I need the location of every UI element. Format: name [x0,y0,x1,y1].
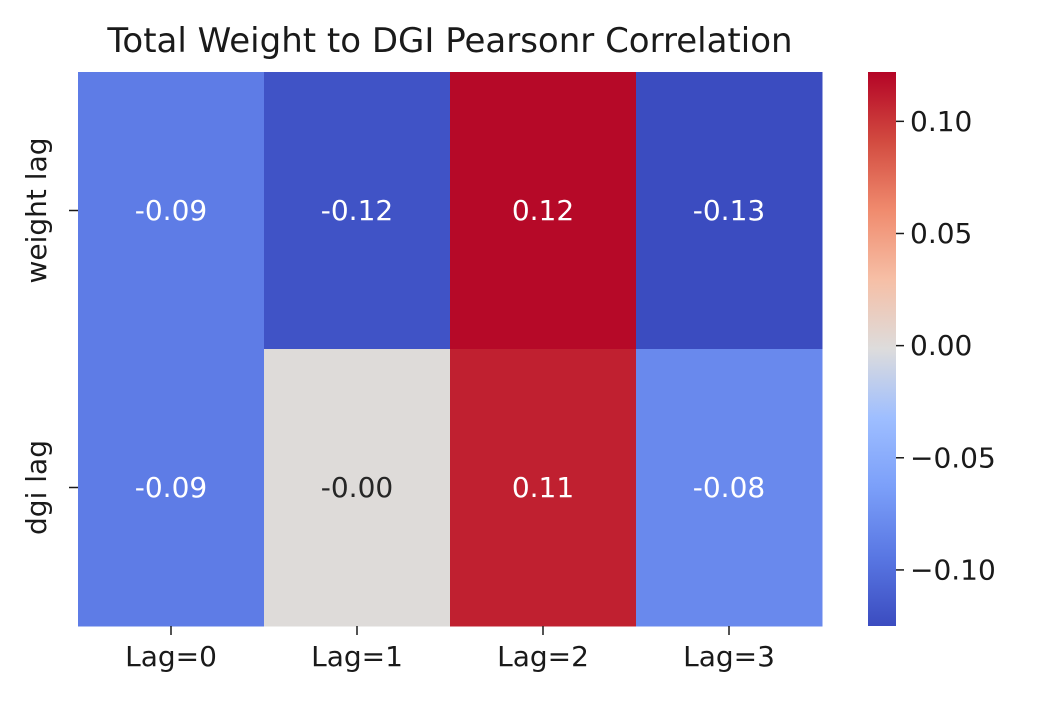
colorbar-tick-label: 0.05 [910,217,972,250]
colorbar-tick-label: −0.10 [910,553,996,586]
heatmap-cell [636,349,823,627]
colorbar-tick-label: 0.10 [910,105,972,138]
colorbar-tick-label: 0.00 [910,329,972,362]
x-tick-label: Lag=3 [683,640,775,673]
heatmap-cell [78,72,265,350]
cell-value-label: -0.12 [321,194,393,227]
cell-value-label: -0.09 [135,471,207,504]
colorbar: 0.10 0.05 0.00 −0.05 −0.10 [868,72,996,626]
x-axis: Lag=0 Lag=1 Lag=2 Lag=3 [125,626,775,673]
y-axis: weight lag dgi lag [20,137,78,535]
x-tick-label: Lag=0 [125,640,217,673]
colorbar-gradient [868,72,896,626]
colorbar-tick-label: −0.05 [910,441,996,474]
heatmap-cell [264,72,451,350]
x-tick-label: Lag=1 [311,640,403,673]
heatmap-cell [636,72,823,350]
cell-value-label: -0.09 [135,194,207,227]
x-tick-label: Lag=2 [497,640,589,673]
y-tick-label: weight lag [20,137,53,283]
y-tick-label: dgi lag [20,440,53,535]
cell-value-label: 0.12 [512,194,574,227]
cell-value-label: -0.08 [693,471,765,504]
cell-value-label: -0.00 [321,471,393,504]
heatmap-cell [450,349,637,627]
cell-value-label: 0.11 [512,471,574,504]
heatmap-cell [450,72,637,350]
cell-value-label: -0.13 [693,194,765,227]
chart-title: Total Weight to DGI Pearsonr Correlation [106,21,792,61]
heatmap-cell [264,349,451,627]
heatmap-cells: -0.09 -0.12 0.12 -0.13 -0.09 -0.00 0.11 -0.08 [78,72,823,627]
heatmap-cell [78,349,265,627]
